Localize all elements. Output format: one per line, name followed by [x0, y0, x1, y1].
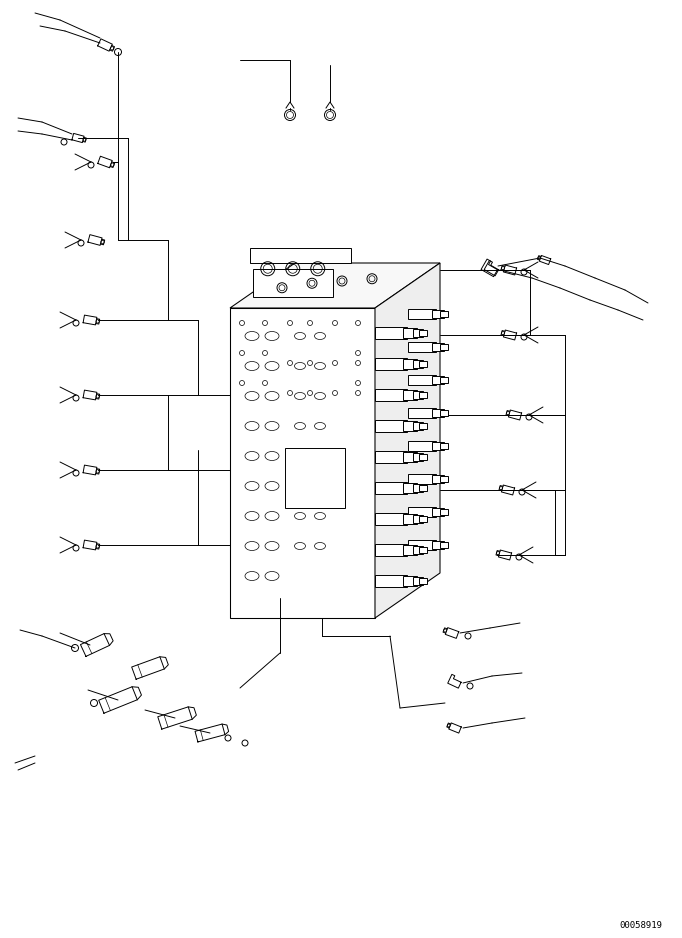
Bar [432, 342, 443, 351]
Bar [432, 540, 443, 549]
Bar [419, 361, 427, 367]
Bar [439, 541, 447, 548]
Polygon shape [375, 263, 440, 618]
Bar [413, 391, 423, 399]
Bar [413, 360, 423, 368]
Bar [408, 407, 436, 417]
Bar [439, 376, 447, 383]
Bar [419, 516, 427, 522]
Bar [413, 484, 423, 492]
Bar [375, 575, 407, 587]
Polygon shape [250, 248, 351, 263]
Bar [419, 423, 427, 429]
Bar [432, 409, 443, 416]
Text: 00058919: 00058919 [619, 921, 662, 930]
Bar [375, 451, 407, 463]
Bar [432, 475, 443, 482]
Bar [403, 514, 417, 524]
Bar [439, 476, 447, 481]
Bar [432, 507, 443, 516]
Bar [403, 545, 417, 555]
Bar [419, 330, 427, 336]
Bar [403, 328, 417, 338]
Bar [375, 420, 407, 432]
Bar [419, 454, 427, 460]
Bar [439, 310, 447, 316]
Bar [408, 341, 436, 352]
Polygon shape [230, 263, 440, 308]
Bar [408, 309, 436, 319]
Bar [403, 390, 417, 400]
Bar [439, 443, 447, 448]
Bar [375, 544, 407, 556]
Bar [419, 485, 427, 491]
Bar [375, 327, 407, 339]
Bar [375, 482, 407, 494]
Bar [419, 392, 427, 398]
Bar [375, 358, 407, 370]
Bar [432, 310, 443, 317]
Bar [375, 389, 407, 401]
Bar [419, 547, 427, 553]
Bar [413, 577, 423, 585]
Bar [439, 410, 447, 416]
Bar [439, 343, 447, 350]
Bar [413, 453, 423, 461]
Bar [408, 474, 436, 483]
Bar [403, 359, 417, 369]
Bar [432, 375, 443, 384]
Polygon shape [230, 308, 375, 618]
Bar [432, 442, 443, 449]
Bar [408, 374, 436, 385]
Bar [439, 508, 447, 515]
Bar [413, 546, 423, 554]
Bar [419, 578, 427, 584]
Bar [408, 507, 436, 517]
Bar [253, 269, 333, 296]
Bar [413, 329, 423, 337]
Bar [403, 421, 417, 431]
Bar [408, 539, 436, 550]
Bar [408, 441, 436, 450]
Bar [413, 422, 423, 430]
Bar [403, 452, 417, 462]
Bar [375, 513, 407, 525]
Bar [403, 483, 417, 493]
Bar [413, 515, 423, 523]
Bar [285, 448, 345, 508]
Bar [403, 576, 417, 586]
